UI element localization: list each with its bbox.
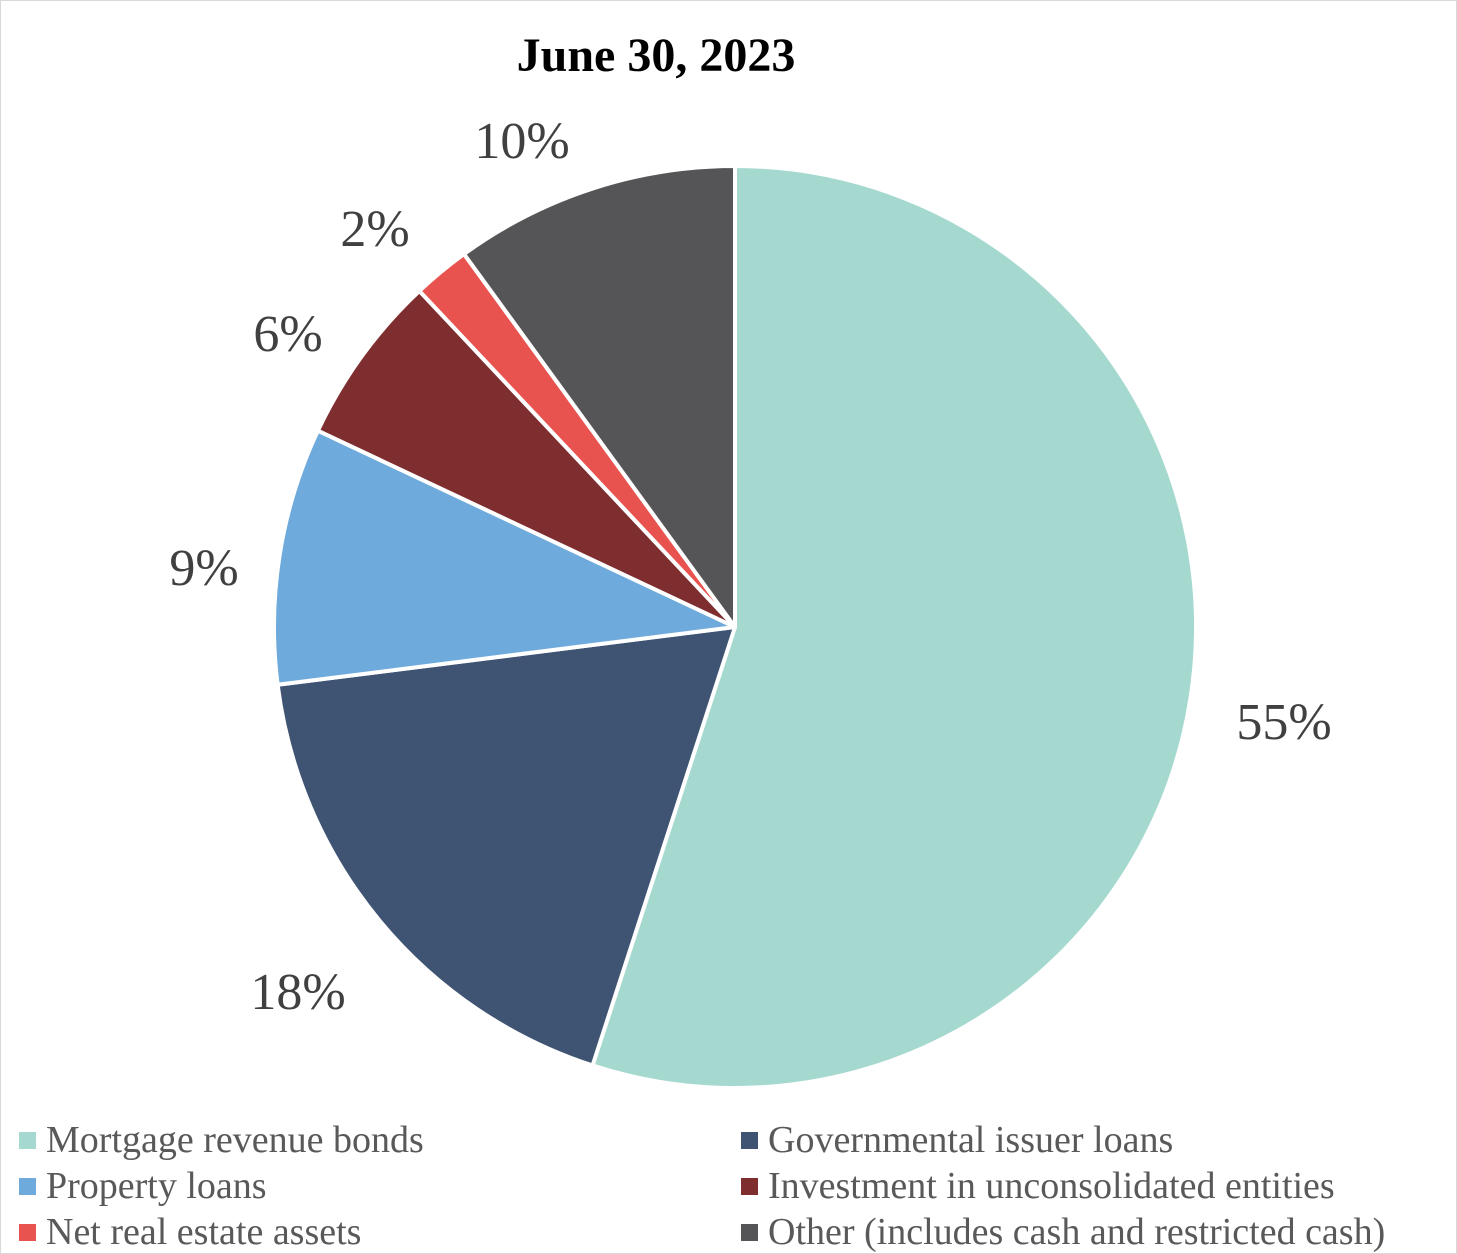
legend-item-net-real-estate-assets: Net real estate assets xyxy=(19,1209,362,1253)
legend-label: Other (includes cash and restricted cash… xyxy=(768,1211,1386,1253)
legend-swatch xyxy=(19,1177,36,1195)
pie-slice-investment-in-unconsolidated-entities xyxy=(315,288,737,629)
legend-label: Investment in unconsolidated entities xyxy=(768,1165,1335,1207)
pie-slice-mortgage-revenue-bonds xyxy=(590,164,1198,1090)
legend-item-governmental-issuer-loans: Governmental issuer loans xyxy=(741,1117,1173,1163)
legend-label: Net real estate assets xyxy=(46,1211,362,1253)
pie-slice-property-loans xyxy=(272,428,737,687)
pie-slice-governmental-issuer-loans xyxy=(275,625,737,1068)
legend-swatch xyxy=(19,1223,36,1241)
data-label-mortgage-revenue-bonds: 55% xyxy=(1236,694,1331,751)
data-label-governmental-issuer-loans: 18% xyxy=(250,964,345,1021)
legend-item-property-loans: Property loans xyxy=(19,1163,267,1209)
legend-item-mortgage-revenue-bonds: Mortgage revenue bonds xyxy=(19,1117,424,1163)
chart-title: June 30, 2023 xyxy=(517,29,796,82)
legend-swatch xyxy=(19,1131,36,1149)
data-label-property-loans: 9% xyxy=(169,540,238,597)
data-label-other-includes-cash-and-restricted-cash: 10% xyxy=(474,113,569,170)
legend-label: Mortgage revenue bonds xyxy=(46,1119,424,1161)
pie-slices xyxy=(272,164,1198,1090)
pie-slice-other-includes-cash-and-restricted-cash xyxy=(462,164,737,629)
pie-data-labels: 55% 18% 9% 6% 2% 10% xyxy=(169,113,1331,1021)
legend-swatch xyxy=(741,1223,758,1241)
legend-label: Property loans xyxy=(46,1165,267,1207)
legend-item-investment-in-unconsolidated-entities: Investment in unconsolidated entities xyxy=(741,1163,1335,1209)
data-label-investment-in-unconsolidated-entities: 6% xyxy=(253,306,322,363)
legend-item-other-includes-cash-and-restricted-cash: Other (includes cash and restricted cash… xyxy=(741,1209,1386,1253)
legend-swatch xyxy=(741,1177,758,1195)
legend-label: Governmental issuer loans xyxy=(768,1119,1174,1161)
legend-swatch xyxy=(741,1131,758,1149)
data-label-net-real-estate-assets: 2% xyxy=(340,201,409,258)
